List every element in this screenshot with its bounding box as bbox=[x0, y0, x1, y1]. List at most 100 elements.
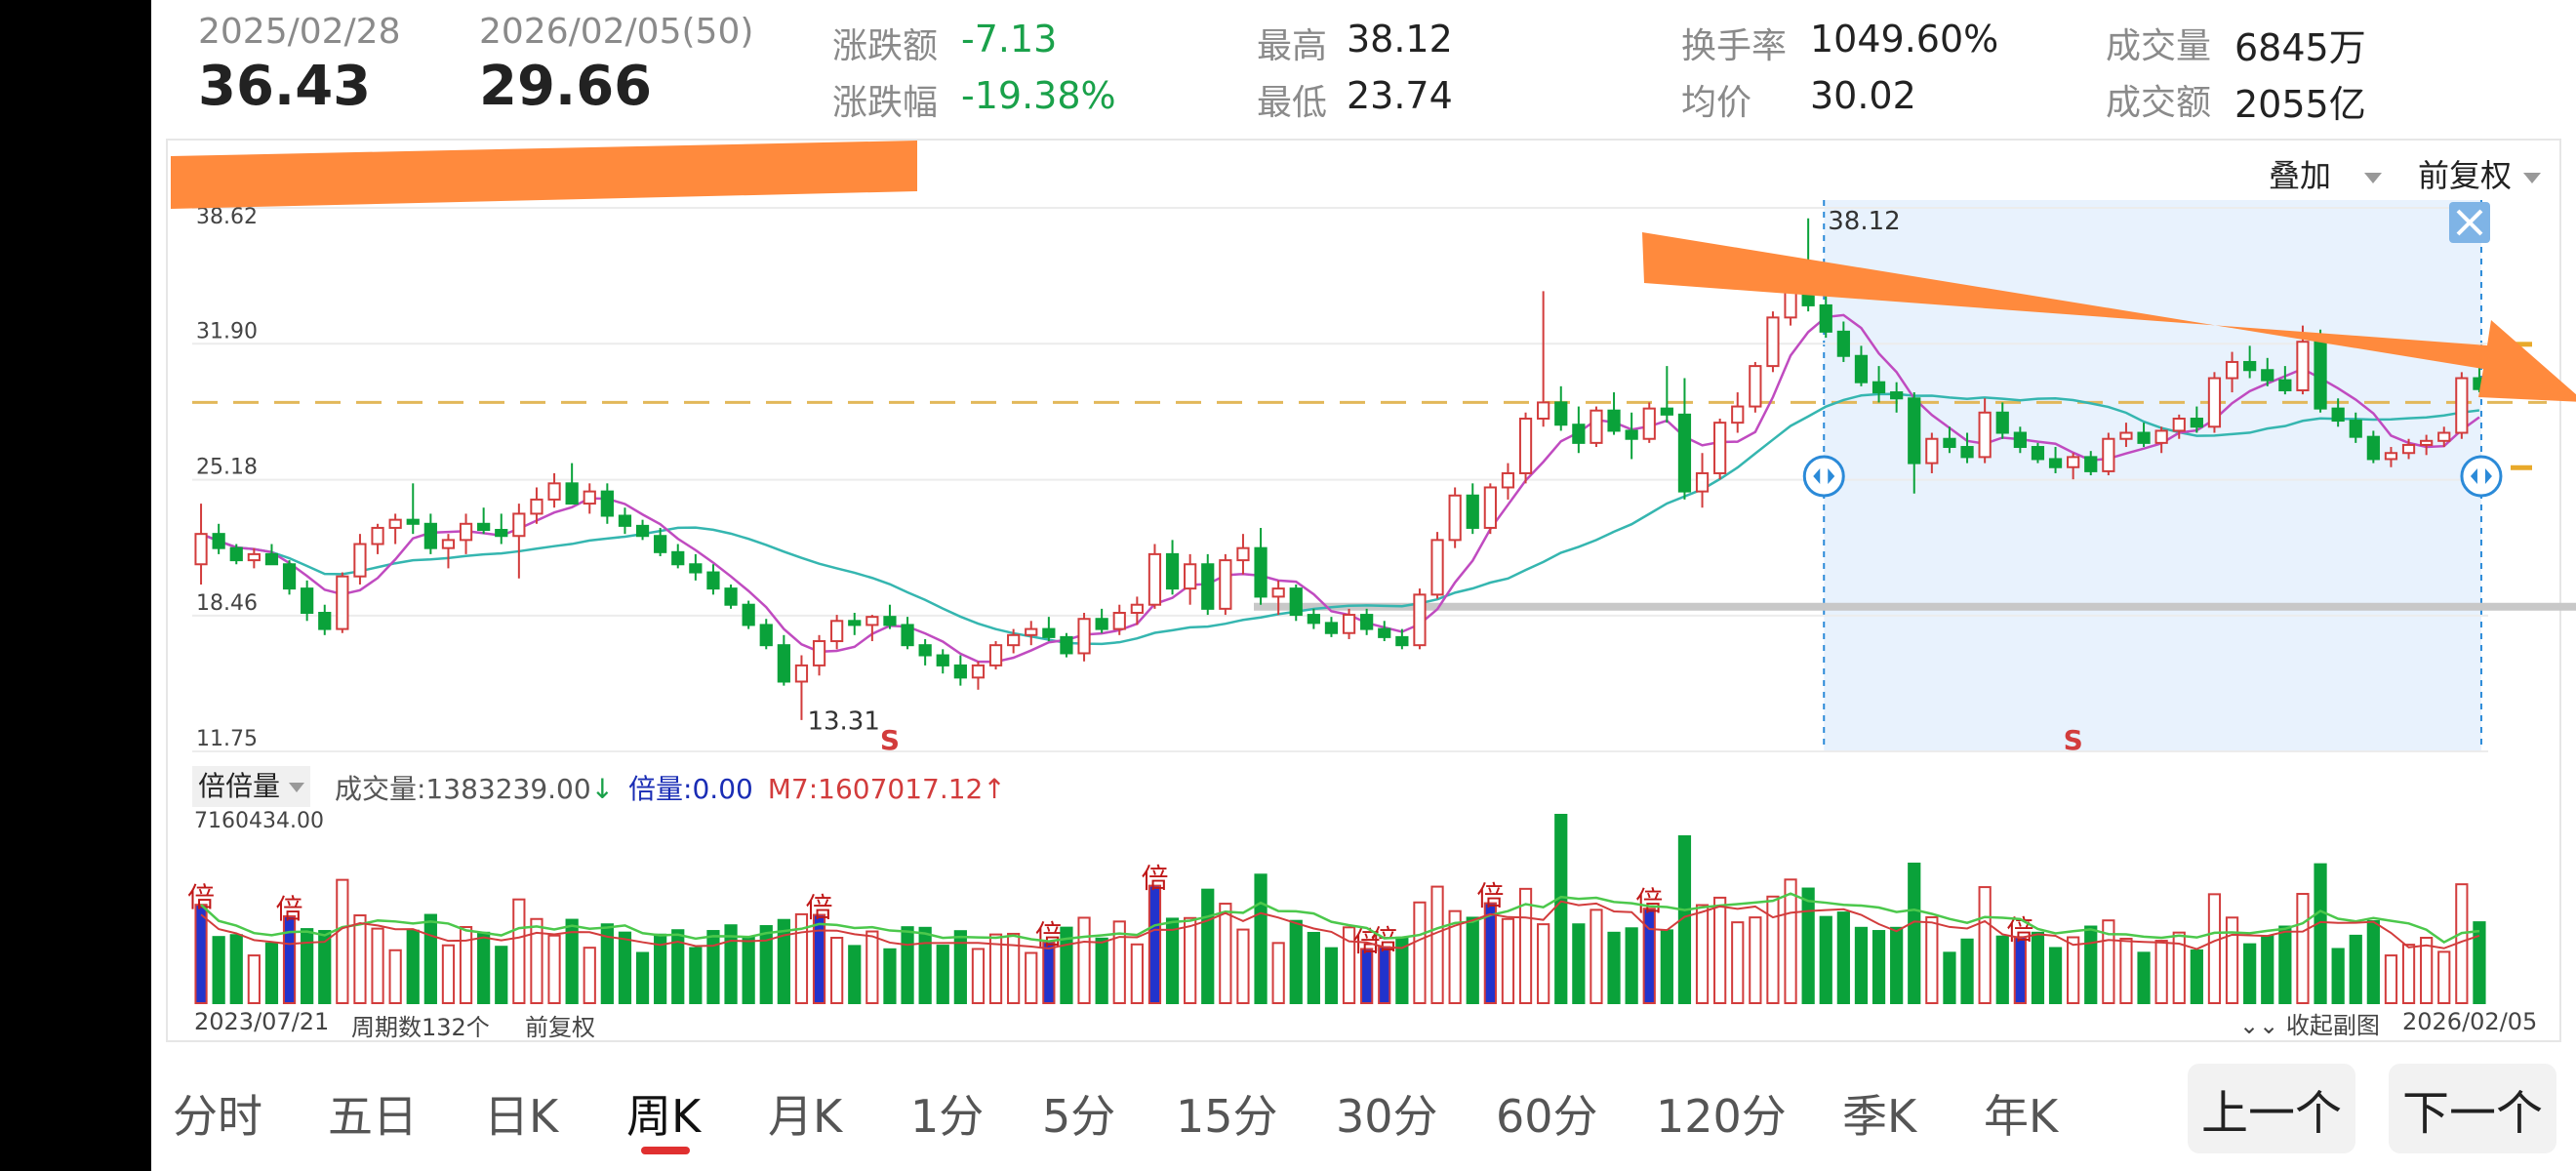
candle[interactable] bbox=[2225, 351, 2239, 393]
candle[interactable] bbox=[830, 615, 844, 650]
candle[interactable] bbox=[865, 615, 879, 642]
candle[interactable] bbox=[971, 661, 986, 690]
candle[interactable] bbox=[1518, 412, 1533, 484]
candle[interactable] bbox=[547, 472, 561, 508]
candle[interactable] bbox=[1660, 366, 1673, 424]
candle[interactable] bbox=[635, 519, 650, 541]
tab-1min[interactable]: 1分 bbox=[910, 1090, 985, 1143]
candle[interactable] bbox=[1165, 540, 1180, 595]
tab-60min[interactable]: 60分 bbox=[1496, 1090, 1598, 1143]
candle[interactable] bbox=[1360, 608, 1374, 635]
candle[interactable] bbox=[706, 564, 720, 595]
tab-season-k[interactable]: 季K bbox=[1842, 1090, 1917, 1143]
candle[interactable] bbox=[671, 544, 685, 569]
collapse-subchart-button[interactable]: ⌄⌄ 收起副图 bbox=[2239, 1006, 2380, 1040]
candle[interactable] bbox=[777, 634, 790, 686]
candle[interactable] bbox=[1749, 361, 1762, 413]
candle[interactable] bbox=[1254, 527, 1268, 605]
candle[interactable] bbox=[2278, 366, 2292, 395]
candle[interactable] bbox=[1147, 544, 1162, 609]
candle[interactable] bbox=[1112, 604, 1126, 635]
candle[interactable] bbox=[247, 547, 261, 569]
candle[interactable] bbox=[1395, 628, 1409, 650]
candle[interactable] bbox=[530, 487, 543, 524]
tab-week-k[interactable]: 周K bbox=[626, 1090, 702, 1143]
candle[interactable] bbox=[2102, 432, 2115, 476]
candle[interactable] bbox=[1007, 628, 1021, 654]
candle[interactable] bbox=[1289, 584, 1303, 622]
candle[interactable] bbox=[459, 513, 473, 554]
candle[interactable] bbox=[1625, 412, 1638, 460]
candle[interactable] bbox=[1430, 532, 1444, 599]
candle[interactable] bbox=[1872, 366, 1886, 403]
candle[interactable] bbox=[1378, 621, 1391, 642]
candle[interactable] bbox=[565, 463, 579, 505]
candle[interactable] bbox=[264, 544, 279, 566]
candle[interactable] bbox=[1766, 311, 1780, 373]
candle[interactable] bbox=[812, 634, 826, 676]
next-button[interactable]: 下一个 bbox=[2389, 1064, 2556, 1153]
candle[interactable] bbox=[1042, 617, 1056, 642]
tab-month-k[interactable]: 月K bbox=[768, 1090, 843, 1143]
candle[interactable] bbox=[1060, 632, 1073, 658]
candle[interactable] bbox=[1943, 426, 1956, 454]
candle[interactable] bbox=[1819, 291, 1832, 339]
candle[interactable] bbox=[1324, 617, 1339, 637]
candle[interactable] bbox=[1890, 382, 1904, 413]
candle[interactable] bbox=[1483, 483, 1497, 535]
tab-5min[interactable]: 5分 bbox=[1042, 1090, 1116, 1143]
candle[interactable] bbox=[2048, 447, 2063, 473]
candle[interactable] bbox=[1413, 588, 1427, 650]
tab-15min[interactable]: 15分 bbox=[1176, 1090, 1278, 1143]
candle[interactable] bbox=[1908, 392, 1921, 494]
candle[interactable] bbox=[1501, 463, 1515, 500]
candle[interactable] bbox=[512, 504, 526, 579]
candle[interactable] bbox=[2207, 372, 2222, 433]
candle[interactable] bbox=[1978, 398, 1992, 464]
tab-five-day[interactable]: 五日 bbox=[328, 1090, 418, 1143]
candle[interactable] bbox=[1554, 385, 1568, 431]
candle[interactable] bbox=[2437, 426, 2451, 448]
candle[interactable] bbox=[194, 504, 208, 585]
candle[interactable] bbox=[1537, 291, 1550, 427]
candle[interactable] bbox=[2243, 345, 2257, 379]
tab-30min[interactable]: 30分 bbox=[1336, 1090, 1438, 1143]
candle[interactable] bbox=[1184, 553, 1197, 605]
candle[interactable] bbox=[1642, 402, 1656, 443]
candle[interactable] bbox=[1925, 432, 1939, 473]
tab-120min[interactable]: 120分 bbox=[1656, 1090, 1787, 1143]
candle[interactable] bbox=[2119, 423, 2133, 448]
candle[interactable] bbox=[1695, 453, 1710, 508]
candle[interactable] bbox=[1466, 483, 1479, 535]
candle[interactable] bbox=[600, 483, 614, 524]
drag-handle[interactable] bbox=[2460, 455, 2503, 498]
tab-fenshi[interactable]: 分时 bbox=[173, 1090, 262, 1143]
overlay-dropdown[interactable]: 叠加 bbox=[2269, 151, 2383, 196]
candle[interactable] bbox=[2261, 357, 2274, 386]
candle[interactable] bbox=[1130, 596, 1144, 626]
candle[interactable] bbox=[423, 513, 437, 554]
candle[interactable] bbox=[495, 513, 508, 545]
adjust-dropdown[interactable]: 前复权 bbox=[2418, 151, 2542, 196]
candle[interactable] bbox=[301, 580, 314, 622]
prev-button[interactable]: 上一个 bbox=[2188, 1064, 2355, 1153]
candle[interactable] bbox=[2067, 453, 2080, 480]
candle[interactable] bbox=[406, 483, 420, 535]
candle[interactable] bbox=[1713, 419, 1727, 480]
candle[interactable] bbox=[2331, 398, 2345, 427]
candle[interactable] bbox=[229, 544, 243, 565]
candle[interactable] bbox=[918, 638, 932, 666]
candle[interactable] bbox=[759, 619, 773, 650]
candle[interactable] bbox=[1590, 406, 1603, 448]
candle[interactable] bbox=[654, 527, 667, 556]
candle[interactable] bbox=[2137, 423, 2151, 448]
candle[interactable] bbox=[1271, 580, 1285, 616]
candle[interactable] bbox=[1960, 432, 1974, 464]
candle[interactable] bbox=[2031, 442, 2045, 464]
candle[interactable] bbox=[2154, 426, 2168, 454]
candle[interactable] bbox=[1607, 392, 1621, 435]
indicator-dropdown[interactable]: 倍倍量 bbox=[192, 766, 310, 807]
tab-year-k[interactable]: 年K bbox=[1984, 1090, 2059, 1143]
tab-day-k[interactable]: 日K bbox=[484, 1090, 559, 1143]
candle[interactable] bbox=[1995, 402, 2009, 439]
